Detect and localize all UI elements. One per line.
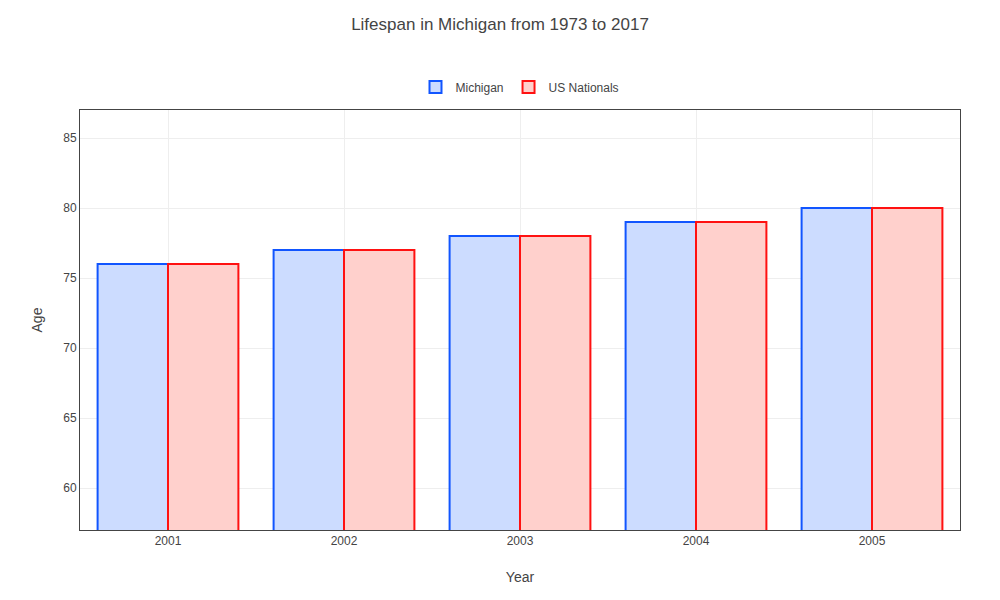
svg-text:80: 80 (63, 201, 77, 215)
svg-text:2001: 2001 (155, 534, 182, 548)
svg-text:2004: 2004 (683, 534, 710, 548)
svg-text:Year: Year (506, 569, 535, 585)
svg-text:65: 65 (63, 411, 77, 425)
svg-text:75: 75 (63, 271, 77, 285)
svg-text:2005: 2005 (859, 534, 886, 548)
svg-text:70: 70 (63, 341, 77, 355)
svg-text:US Nationals: US Nationals (549, 81, 619, 95)
svg-text:Michigan: Michigan (456, 81, 504, 95)
svg-text:Age: Age (29, 307, 45, 332)
svg-text:60: 60 (63, 481, 77, 495)
svg-text:2003: 2003 (507, 534, 534, 548)
svg-text:Lifespan in Michigan from 1973: Lifespan in Michigan from 1973 to 2017 (351, 15, 649, 34)
svg-text:85: 85 (63, 131, 77, 145)
svg-text:2002: 2002 (331, 534, 358, 548)
